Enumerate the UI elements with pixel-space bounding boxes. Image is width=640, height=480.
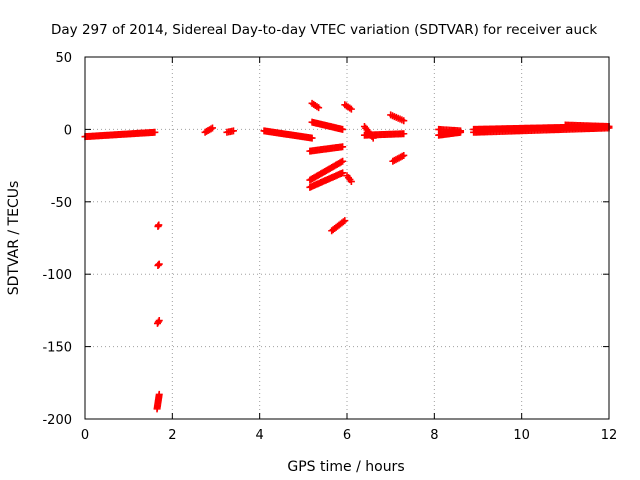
- data-point: [154, 318, 162, 326]
- data-point: [339, 169, 347, 177]
- chart-title: Day 297 of 2014, Sidereal Day-to-day VTE…: [51, 22, 597, 38]
- data-point: [339, 157, 347, 165]
- data-point: [339, 125, 347, 133]
- data-point: [209, 124, 217, 132]
- data-point: [400, 130, 408, 138]
- data-point: [347, 105, 355, 113]
- y-tick-label: -100: [42, 268, 72, 283]
- x-tick-label: 2: [168, 428, 176, 443]
- x-tick-label: 12: [601, 428, 618, 443]
- y-tick-label: -50: [51, 196, 72, 211]
- x-tick-label: 8: [430, 428, 438, 443]
- y-tick-label: 50: [55, 51, 72, 66]
- data-point: [155, 221, 163, 229]
- x-tick-label: 10: [513, 428, 530, 443]
- data-point: [155, 317, 163, 325]
- x-tick-label: 4: [256, 428, 264, 443]
- data-point: [339, 143, 347, 151]
- y-tick-label: -150: [42, 341, 72, 356]
- data-point: [308, 134, 316, 142]
- data-point: [155, 390, 163, 398]
- data-point: [400, 117, 408, 125]
- plot-frame: [84, 56, 610, 420]
- data-point: [347, 178, 355, 186]
- data-point: [151, 128, 159, 136]
- data-point: [339, 218, 347, 226]
- x-axis-label: GPS time / hours: [287, 459, 404, 475]
- data-point: [229, 127, 237, 135]
- data-point: [457, 127, 465, 135]
- data-point: [315, 104, 323, 112]
- data-points: [81, 99, 613, 413]
- data-point: [400, 151, 408, 159]
- x-tick-label: 0: [81, 428, 89, 443]
- data-point: [341, 217, 349, 225]
- x-tick-label: 6: [343, 428, 351, 443]
- y-tick-label: 0: [64, 123, 72, 138]
- axis-ticks: 0 2 4 6 8 10 12 50 0 -50 -100 -150 -200: [42, 51, 617, 443]
- data-point: [207, 125, 215, 133]
- y-axis-label: SDTVAR / TECUs: [6, 181, 22, 296]
- y-tick-label: -200: [42, 413, 72, 428]
- data-point: [155, 260, 163, 268]
- grid-lines: [85, 57, 609, 419]
